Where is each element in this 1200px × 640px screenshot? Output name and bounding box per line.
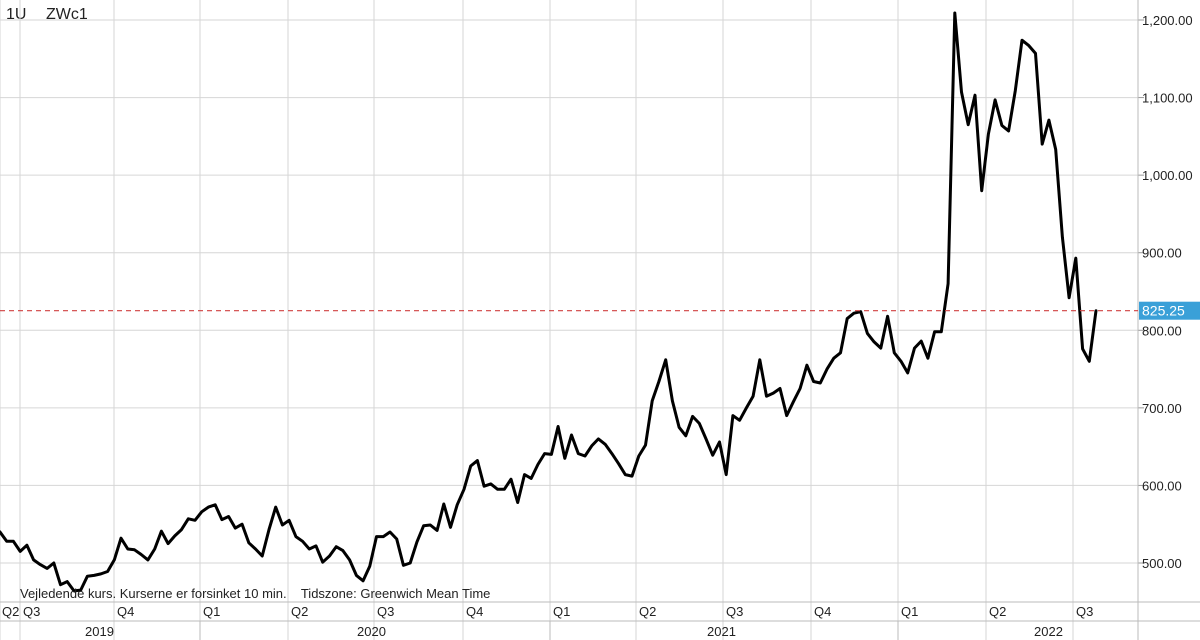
price-tag-label: 825.25 bbox=[1142, 303, 1185, 319]
quarter-label: Q2 bbox=[989, 604, 1006, 619]
quarter-label: Q4 bbox=[466, 604, 483, 619]
quarter-label: Q4 bbox=[814, 604, 831, 619]
quarter-label: Q2 bbox=[2, 604, 19, 619]
y-tick-label: 500.00 bbox=[1142, 556, 1182, 571]
symbol-label: ZWc1 bbox=[46, 6, 88, 23]
y-tick-label: 700.00 bbox=[1142, 401, 1182, 416]
year-label: 2020 bbox=[357, 624, 386, 639]
y-tick-label: 800.00 bbox=[1142, 323, 1182, 338]
series-layer bbox=[0, 11, 1098, 593]
y-tick-label: 600.00 bbox=[1142, 478, 1182, 493]
reference-layer: 825.25 bbox=[0, 301, 1200, 320]
quarter-label: Q3 bbox=[377, 604, 394, 619]
quarter-label: Q3 bbox=[726, 604, 743, 619]
year-label: 2019 bbox=[85, 624, 114, 639]
axis-labels: 500.00 600.00 700.00 800.00 900.00 1,000.00 1,… bbox=[2, 13, 1193, 639]
quarter-label: Q3 bbox=[23, 604, 40, 619]
price-tag bbox=[1139, 301, 1200, 320]
interval-label: 1U bbox=[6, 6, 27, 23]
quarter-label: Q1 bbox=[203, 604, 220, 619]
quarter-label: Q1 bbox=[901, 604, 918, 619]
quarter-label: Q2 bbox=[639, 604, 656, 619]
quarter-label: Q4 bbox=[117, 604, 134, 619]
price-line bbox=[0, 11, 1098, 593]
quarter-label: Q1 bbox=[553, 604, 570, 619]
y-tick-label: 1,000.00 bbox=[1142, 168, 1193, 183]
y-tick-label: 900.00 bbox=[1142, 246, 1182, 261]
footer-note: Vejledende kurs. Kurserne er forsinket 1… bbox=[20, 586, 491, 601]
year-label: 2022 bbox=[1034, 624, 1063, 639]
y-tick-label: 1,200.00 bbox=[1142, 13, 1193, 28]
quarter-label: Q2 bbox=[291, 604, 308, 619]
y-tick-label: 1,100.00 bbox=[1142, 91, 1193, 106]
quarter-label: Q3 bbox=[1076, 604, 1093, 619]
year-label: 2021 bbox=[707, 624, 736, 639]
